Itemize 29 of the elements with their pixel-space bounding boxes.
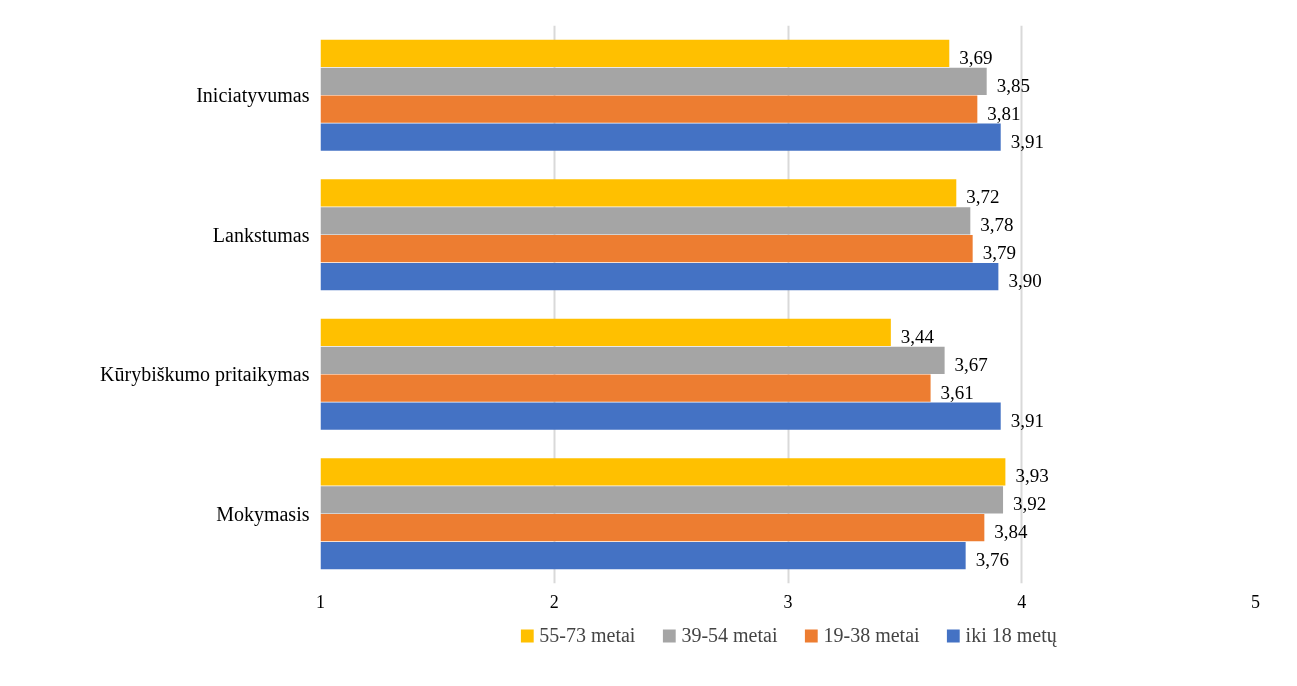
data-label: 3,69	[959, 46, 993, 68]
legend-label: iki 18 metų	[965, 623, 1057, 647]
y-tick-label: Iniciatyvumas	[196, 84, 310, 108]
x-tick-label: 2	[549, 591, 559, 612]
data-label: 3,90	[1008, 270, 1042, 292]
data-label: 3,79	[982, 242, 1016, 264]
data-label: 3,78	[980, 214, 1014, 236]
data-label: 3,81	[987, 102, 1021, 124]
data-label: 3,76	[975, 549, 1009, 571]
x-tick-label: 1	[316, 591, 325, 612]
data-label: 3,85	[996, 74, 1030, 96]
y-tick-label: Lankstumas	[212, 223, 310, 246]
legend-label: 39-54 metai	[681, 623, 778, 647]
data-label: 3,72	[966, 186, 1000, 208]
y-tick-label: Mokymasis	[216, 502, 310, 526]
data-label: 3,91	[1010, 130, 1044, 152]
data-label: 3,61	[940, 381, 974, 403]
data-label: 3,93	[1015, 465, 1049, 487]
data-label: 3,92	[1013, 493, 1047, 515]
legend-label: 19-38 metai	[823, 623, 920, 647]
data-label: 3,84	[994, 521, 1029, 543]
y-tick-label: Kūrybiškumo pritaikymas	[100, 363, 310, 387]
data-label: 3,44	[900, 325, 935, 347]
data-label: 3,67	[954, 353, 988, 375]
data-label: 3,91	[1010, 409, 1044, 431]
x-tick-label: 4	[1017, 591, 1027, 612]
x-tick-label: 5	[1251, 591, 1260, 612]
x-tick-label: 3	[783, 591, 793, 612]
legend-label: 55-73 metai	[539, 623, 636, 647]
